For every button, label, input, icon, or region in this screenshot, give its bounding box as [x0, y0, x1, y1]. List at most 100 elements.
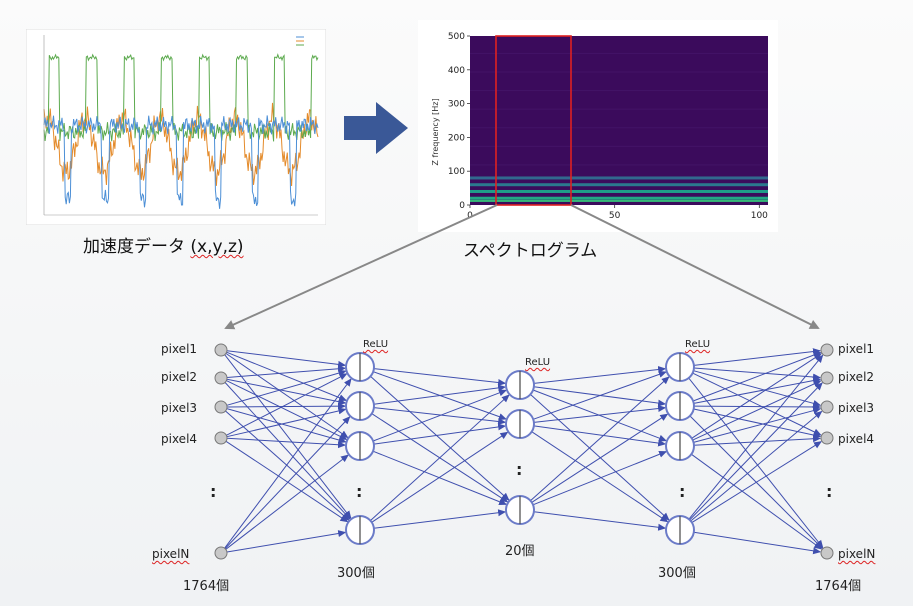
output-label-pixel4: pixel4: [838, 432, 875, 446]
connection-edge: [225, 440, 349, 523]
ellipsis-hidden1: :: [356, 482, 363, 501]
connection-edge: [689, 382, 823, 521]
acceleration-chart: [26, 29, 326, 225]
connection-edge: [530, 394, 670, 521]
relu-label-layer2: ReLU: [363, 339, 389, 350]
connection-edge: [693, 370, 822, 407]
count-bottleneck: 20個: [505, 544, 535, 559]
connection-edge: [226, 369, 347, 406]
y-tick-label: 400: [448, 66, 465, 76]
texture-line: [470, 127, 768, 129]
connection-edge: [226, 378, 347, 406]
frequency-band: [470, 196, 768, 200]
connection-edge: [225, 352, 349, 439]
output-label-pixel1: pixel1: [838, 342, 875, 356]
x-tick-label: 100: [751, 211, 768, 221]
frequency-band: [470, 199, 768, 202]
connection-edge: [693, 367, 821, 381]
count-input: 1764個: [183, 579, 230, 594]
output-pixel-node: [820, 343, 834, 357]
highlight-box: [495, 35, 572, 206]
output-label-pixel3: pixel3: [838, 401, 875, 415]
connection-edge: [693, 377, 822, 404]
connection-edge: [226, 402, 346, 410]
output-pixel-node: [820, 371, 834, 385]
connection-edge: [372, 389, 507, 442]
spectrogram-chart: Z frequency [Hz] 0 100 200 300 400 500 0 50 100: [418, 20, 778, 232]
connection-edge: [532, 450, 668, 506]
connection-edge: [691, 441, 822, 524]
connection-edge: [692, 380, 822, 441]
connection-edge: [373, 509, 507, 529]
texture-line: [470, 164, 768, 166]
connection-edge: [226, 373, 348, 436]
count-output: 1764個: [815, 579, 862, 594]
connection-edge: [533, 511, 667, 531]
connection-edge: [226, 407, 347, 438]
connection-edge: [225, 454, 349, 550]
arrow-to-input: [224, 204, 498, 330]
input-pixel-node: [214, 371, 228, 385]
series-y-line: [43, 102, 319, 187]
output-pixel-node: [820, 546, 834, 560]
connection-edge: [370, 375, 510, 501]
connection-edge: [226, 365, 346, 378]
texture-line: [470, 108, 768, 110]
connection-edge: [531, 413, 669, 503]
input-pixel-node: [214, 546, 228, 560]
connection-edge: [693, 435, 821, 446]
connection-edge: [373, 384, 507, 405]
connection-edge: [226, 350, 347, 368]
input-label-pixel1: pixel1: [161, 342, 198, 356]
connection-edge: [531, 431, 669, 523]
connection-edge: [533, 405, 667, 423]
x-tick-label: 50: [609, 211, 621, 221]
connection-edge: [533, 425, 667, 447]
connection-edge: [691, 353, 822, 439]
ellipsis-input: :: [210, 482, 217, 501]
connection-edge: [373, 407, 507, 425]
connection-edge: [693, 408, 822, 439]
input-label-pixel2: pixel2: [161, 370, 198, 384]
connection-edge: [371, 431, 509, 523]
input-pixel-node: [214, 343, 228, 357]
acceleration-caption: 加速度データ (x,y,z): [83, 237, 244, 257]
x-tick-label: 0: [467, 211, 473, 221]
connection-edge: [226, 351, 348, 402]
input-label-pixelN: pixelN: [152, 547, 190, 561]
y-axis-label: Z frequency [Hz]: [431, 98, 440, 165]
connection-edge: [692, 372, 822, 436]
y-tick-label: 500: [448, 32, 465, 42]
input-label-pixel3: pixel3: [161, 401, 198, 415]
input-label-pixel4: pixel4: [161, 432, 198, 446]
output-pixel-node: [820, 431, 834, 445]
frequency-band: [470, 176, 768, 180]
count-hidden1: 300個: [337, 566, 375, 581]
output-label-pixel2: pixel2: [838, 370, 875, 384]
ellipsis-output: :: [826, 482, 833, 501]
ellipsis-hidden2: :: [679, 482, 686, 501]
connection-edge: [226, 408, 347, 444]
input-pixel-node: [214, 400, 228, 414]
relu-label-layer4: ReLU: [685, 339, 711, 350]
texture-line: [470, 71, 768, 73]
y-tick-label: 100: [448, 167, 465, 177]
connection-edge: [530, 376, 670, 502]
input-pixel-node: [214, 431, 228, 445]
connection-edge: [373, 368, 507, 386]
connection-edge: [693, 407, 822, 443]
connection-edge: [688, 354, 824, 520]
arrow-to-output: [570, 204, 820, 329]
output-label-pixelN: pixelN: [838, 547, 876, 561]
texture-line: [470, 90, 768, 92]
connection-edge: [692, 351, 822, 402]
connection-edge: [226, 437, 346, 449]
frequency-band: [470, 189, 768, 193]
connection-edge: [533, 371, 667, 420]
series-x-line: [43, 115, 319, 209]
connection-edge: [693, 531, 822, 555]
connection-edge: [691, 453, 823, 550]
